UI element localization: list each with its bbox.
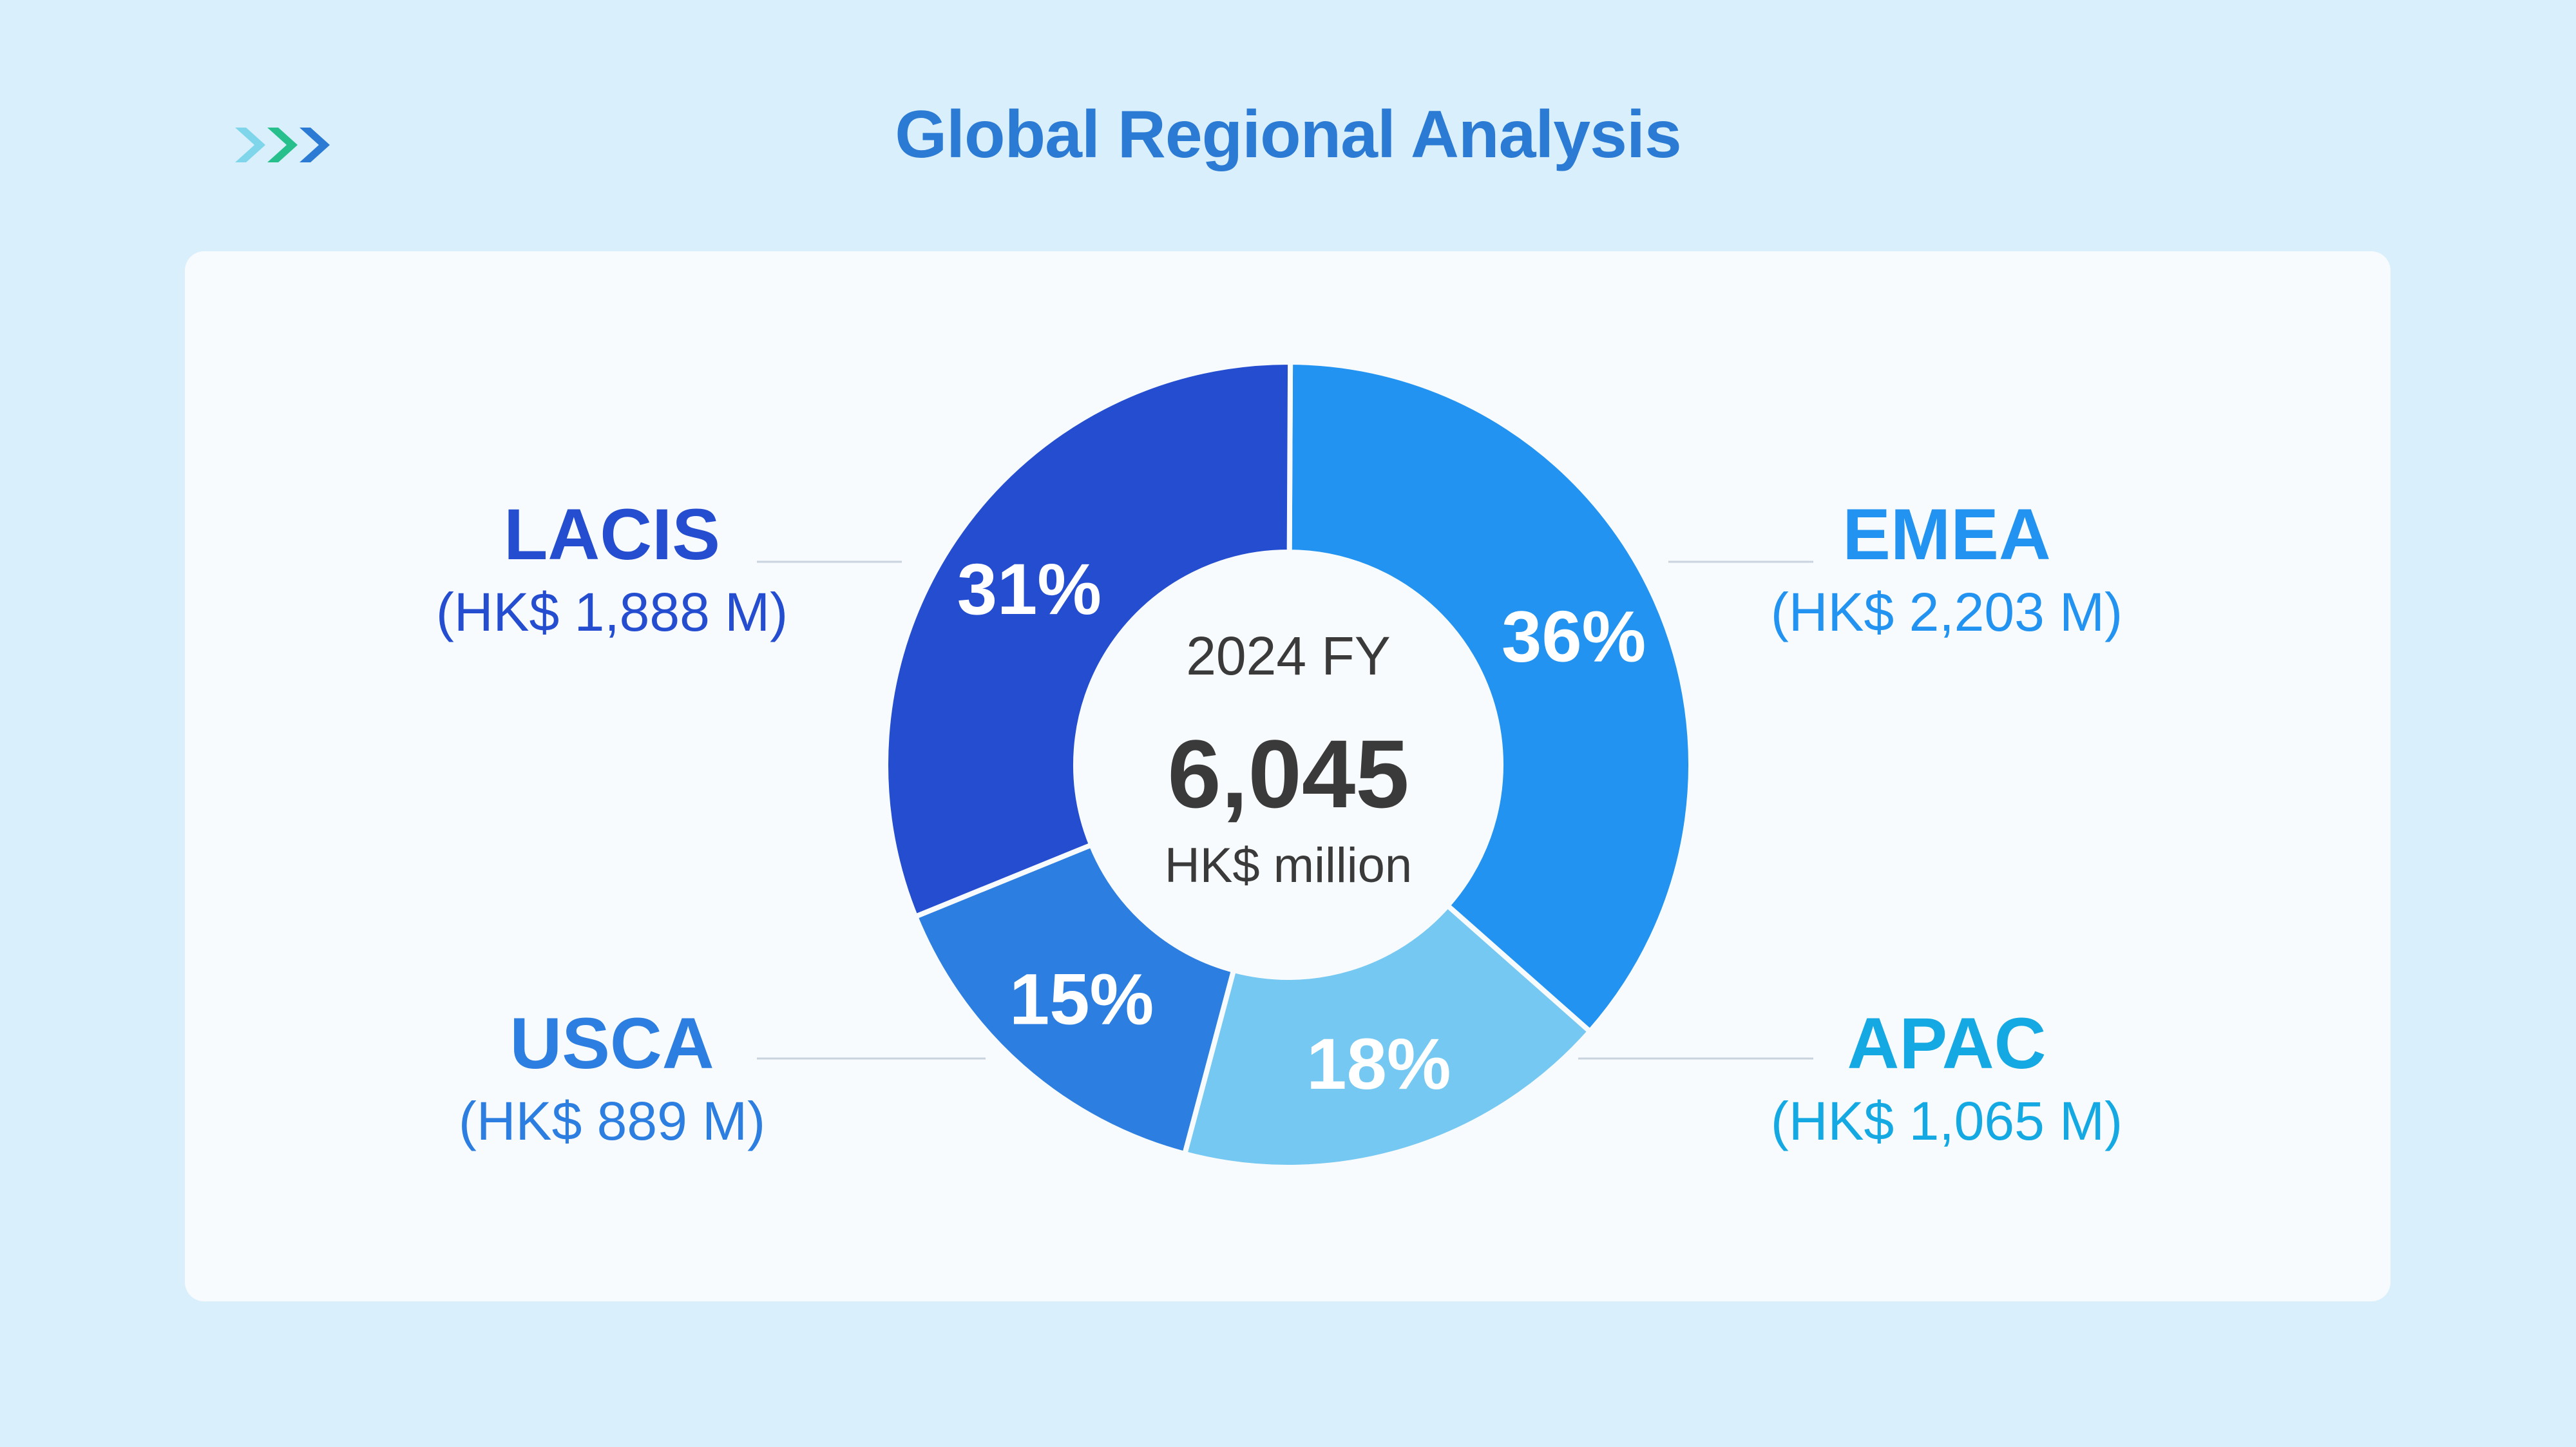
percent-label-apac: 18% [1306,1024,1451,1104]
center-total-value: 6,045 [1167,720,1409,828]
legend-lacis: LACIS (HK$ 1,888 M) [386,493,837,647]
legend-emea-name: EMEA [1842,494,2051,575]
triple-chevron-right-icon [235,128,330,162]
legend-emea-amount: (HK$ 2,203 M) [1770,582,2123,642]
legend-lacis-name: LACIS [504,494,720,575]
legend-usca: USCA (HK$ 889 M) [386,1002,837,1156]
center-year-label: 2024 FY [1186,626,1391,686]
legend-emea: EMEA (HK$ 2,203 M) [1721,493,2172,647]
percent-label-lacis: 31% [957,549,1102,629]
legend-usca-name: USCA [510,1003,714,1084]
legend-lacis-amount: (HK$ 1,888 M) [435,582,788,642]
legend-usca-amount: (HK$ 889 M) [458,1091,766,1151]
center-unit-label: HK$ million [1164,838,1413,893]
slice-emea [1286,359,1693,1035]
legend-apac-amount: (HK$ 1,065 M) [1770,1091,2123,1151]
legend-apac-name: APAC [1847,1003,2046,1084]
percent-label-emea: 36% [1502,597,1646,677]
slice-apac [1181,901,1594,1171]
page-title: Global Regional Analysis [895,97,1681,172]
slice-usca [911,841,1237,1157]
legend-apac: APAC (HK$ 1,065 M) [1721,1002,2172,1156]
percent-label-usca: 15% [1009,959,1154,1039]
slice-lacis [883,359,1293,920]
